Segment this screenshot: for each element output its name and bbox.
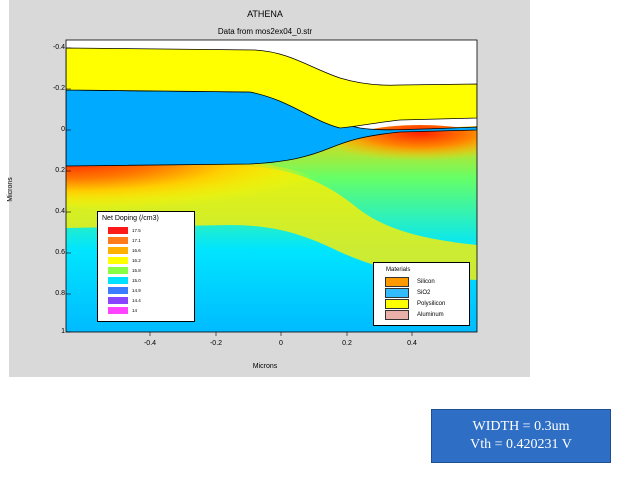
doping-swatch [108,267,128,274]
width-text: WIDTH = 0.3um [472,419,570,434]
device-info-box: WIDTH = 0.3um Vth = 0.420231 V [431,409,611,463]
y-tick-label: 0.6 [55,249,65,256]
doping-value: 15.8 [132,268,141,273]
materials-legend-row: Aluminum [385,310,465,321]
doping-legend-row: 14 [108,307,188,314]
materials-legend-row: Silicon [385,277,465,288]
y-axis-label: Microns [6,177,14,202]
net-doping-legend: Net Doping (/cm3) 17.5 17.1 16.6 16.2 15… [97,211,195,322]
polysilicon-region [66,47,477,129]
doping-legend-row: 17.1 [108,237,188,244]
doping-swatch [108,247,128,254]
figure-left-strip [0,0,9,377]
doping-swatch [108,237,128,244]
doping-value: 14.4 [132,298,141,303]
doping-value: 17.1 [132,238,141,243]
y-tick-label: 1 [61,328,65,335]
figure-subtitle: Data from mos2ex04_0.str [217,27,313,36]
vth-text: Vth = 0.420231 V [470,437,572,452]
doping-value: 14.9 [132,288,141,293]
doping-swatch [108,257,128,264]
material-label: Polysilicon [417,301,446,307]
doping-legend-row: 14.4 [108,297,188,304]
y-tick-label: 0 [61,126,65,133]
source-junction [66,158,320,214]
athena-figure: ATHENA Data from mos2ex04_0.str [0,0,530,377]
doping-swatch [108,227,128,234]
y-tick-label: -0.4 [52,44,65,51]
doping-swatch [108,307,128,314]
doping-value: 16.2 [132,258,141,263]
materials-legend-title: Materials [386,267,411,273]
doping-value: 17.5 [132,228,141,233]
y-tick-label: 0.2 [55,167,65,174]
doping-legend-row: 15.8 [108,267,188,274]
doping-swatch [108,297,128,304]
x-tick-label: 0 [279,340,283,347]
y-axis-ticks [66,47,71,333]
materials-legend-row: SiO2 [385,288,465,299]
doping-legend-row: 16.2 [108,257,188,264]
material-label: Aluminum [417,312,444,318]
y-tick-label: -0.2 [52,85,65,92]
materials-legend: Materials Silicon SiO2 Polysilicon Alumi… [373,262,470,326]
doping-legend-title: Net Doping (/cm3) [102,215,159,222]
figure-title: ATHENA [247,9,283,19]
doping-legend-row: 15.0 [108,277,188,284]
doping-value: 15.0 [132,278,141,283]
x-axis-ticks [149,332,413,336]
material-swatch [385,277,409,287]
doping-value: 14 [132,308,138,313]
materials-legend-row: Polysilicon [385,299,465,310]
material-swatch [385,299,409,309]
doping-legend-row: 16.6 [108,247,188,254]
material-label: SiO2 [417,290,431,296]
x-tick-label: 0.4 [407,340,417,347]
doping-value: 16.6 [132,248,141,253]
x-axis-label: Microns [252,363,278,370]
doping-swatch [108,277,128,284]
material-swatch [385,288,409,298]
y-tick-label: 0.8 [55,290,65,297]
x-tick-label: -0.2 [209,340,223,347]
x-tick-label: 0.2 [342,340,352,347]
doping-legend-row: 14.9 [108,287,188,294]
material-label: Silicon [417,279,435,285]
y-tick-label: 0.4 [55,208,65,215]
doping-swatch [108,287,128,294]
x-tick-label: -0.4 [143,340,157,347]
doping-legend-row: 17.5 [108,227,188,234]
material-swatch [385,310,409,320]
